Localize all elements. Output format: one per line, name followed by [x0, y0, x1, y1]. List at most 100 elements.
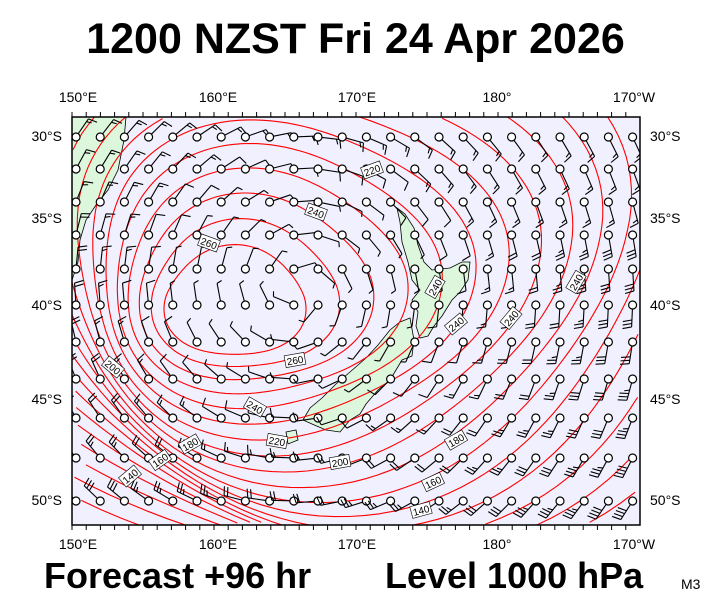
height-contour: [127, 167, 409, 395]
wind-barb: [153, 480, 178, 506]
contour-label: 140: [409, 501, 433, 519]
wind-barb: [72, 213, 91, 240]
wind-barb: [292, 451, 323, 463]
wind-barb: [611, 496, 638, 521]
wind-barb: [482, 230, 495, 262]
wind-barb: [458, 230, 471, 262]
wind-barb: [289, 230, 319, 240]
wind-barb: [269, 407, 299, 423]
wind-barb: [340, 496, 371, 509]
wind-barb: [374, 337, 396, 362]
contour-label-text: 160: [424, 475, 444, 492]
height-contour: [72, 117, 604, 489]
wind-barb: [113, 353, 130, 384]
wind-barb: [410, 164, 432, 193]
contour-label: 220: [360, 160, 384, 180]
wind-barb: [356, 300, 371, 328]
wind-barb: [588, 453, 614, 478]
wind-barb: [434, 132, 456, 161]
height-contour: [163, 244, 307, 355]
wind-barb: [406, 300, 420, 329]
wind-barb: [313, 230, 340, 248]
lat-label-right: 35°S: [650, 210, 681, 226]
wind-barb: [468, 374, 492, 400]
wind-barb: [340, 453, 371, 467]
wind-barb: [410, 197, 429, 227]
wind-barb: [265, 132, 296, 142]
frame-ticks: [71, 112, 627, 530]
wind-barb: [192, 245, 207, 274]
wind-barb: [549, 300, 565, 329]
wind-barb: [552, 264, 565, 295]
wind-barb: [531, 164, 547, 195]
contour-label-text: 240: [447, 315, 467, 334]
lat-label-left: 30°S: [31, 128, 62, 144]
wind-barb: [131, 434, 154, 463]
lat-label-right: 45°S: [650, 391, 681, 407]
wind-barb: [613, 453, 638, 479]
stewart-island-land: [285, 429, 299, 445]
wind-barb: [292, 412, 323, 423]
wind-barb: [603, 132, 619, 163]
wind-barb: [531, 197, 545, 229]
wind-barb: [361, 132, 388, 155]
wind-barb: [293, 337, 323, 350]
contour-label: 140: [118, 464, 142, 488]
wind-barb: [107, 478, 130, 506]
wind-barb: [313, 164, 341, 182]
wind-barb: [168, 280, 178, 310]
wind-barb: [216, 156, 247, 174]
wind-barb: [528, 264, 541, 295]
wind-barb: [329, 300, 347, 327]
lat-label-right: 30°S: [650, 128, 681, 144]
wind-barb: [482, 197, 498, 228]
wind-barb: [240, 129, 272, 142]
wind-barb: [95, 245, 112, 274]
wind-barb: [427, 300, 444, 329]
wind-barb: [72, 180, 94, 207]
contour-label-text: 200: [331, 457, 350, 471]
wind-barb: [85, 433, 105, 463]
wind-barb: [627, 197, 639, 228]
wind-barb: [117, 315, 130, 347]
wind-barb: [566, 413, 589, 439]
wind-barb: [361, 264, 374, 294]
height-contour: [75, 390, 639, 525]
map-title: 1200 NZST Fri 24 Apr 2026: [86, 15, 625, 63]
wind-barb: [507, 197, 521, 229]
contour-label-text: 260: [286, 355, 305, 369]
wind-barb: [94, 316, 105, 347]
lon-label-bottom: 150°E: [59, 536, 97, 552]
wind-barb: [72, 118, 98, 142]
wind-barb: [600, 264, 614, 295]
wind-barb: [451, 300, 468, 329]
wind-barb: [619, 337, 638, 365]
height-contour: [116, 142, 443, 410]
lon-label-bottom: 180°: [483, 536, 512, 552]
wind-barb: [626, 230, 638, 261]
wind-barb: [192, 215, 213, 240]
wind-barb: [386, 164, 409, 191]
wind-barb: [144, 182, 169, 207]
height-contour: [81, 499, 141, 525]
wind-barb: [317, 374, 347, 389]
wind-barb: [480, 264, 492, 295]
wind-barb: [265, 163, 296, 174]
wind-barb: [119, 245, 137, 274]
wind-barb: [438, 496, 468, 515]
height-contour: [105, 119, 477, 425]
wind-barb: [537, 496, 565, 519]
wind-barb: [491, 413, 517, 438]
contour-label: 160: [147, 448, 173, 472]
wind-barb: [163, 315, 178, 347]
wind-barb: [216, 280, 226, 310]
wind-barb: [289, 262, 319, 274]
wind-barb: [119, 150, 146, 174]
height-contour: [72, 117, 574, 473]
wind-barb: [269, 372, 299, 384]
wind-barb: [414, 453, 444, 473]
height-contour: [138, 192, 375, 381]
wind-barb: [72, 316, 81, 347]
